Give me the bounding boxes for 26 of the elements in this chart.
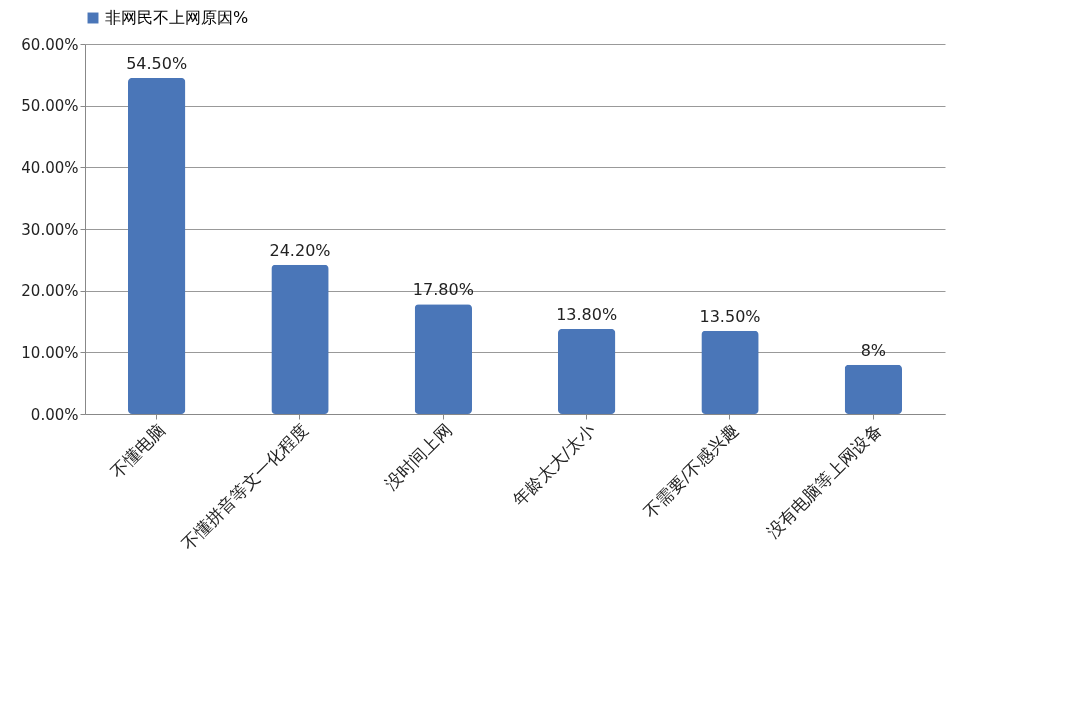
data-label: 13.80% xyxy=(556,304,618,324)
y-tick-label: 30.00% xyxy=(21,220,79,239)
y-tick-label: 40.00% xyxy=(21,158,79,177)
y-tick-label: 0.00% xyxy=(30,405,79,424)
bar xyxy=(414,304,472,414)
y-tick-label: 60.00% xyxy=(21,35,79,54)
bar xyxy=(558,328,616,414)
y-tick-label: 50.00% xyxy=(21,97,79,116)
bar xyxy=(271,264,329,414)
bar xyxy=(701,330,759,414)
x-tick-label: 不需要/不感兴趣 xyxy=(639,419,743,522)
data-label: 54.50% xyxy=(126,53,188,73)
y-tick-label: 20.00% xyxy=(21,282,79,301)
data-label: 13.50% xyxy=(699,306,761,326)
x-tick-label: 不懂拼音等文一化程度 xyxy=(177,419,313,554)
data-label: 24.20% xyxy=(269,240,331,260)
x-tick-label: 没时间上网 xyxy=(381,419,456,494)
legend-label: 非网民不上网原因% xyxy=(105,8,249,27)
x-tick-label: 不懂电脑 xyxy=(106,419,169,482)
x-tick-label: 年龄太大/太小 xyxy=(508,419,599,510)
data-label: 17.80% xyxy=(412,280,474,300)
bar xyxy=(128,77,186,414)
y-tick-label: 10.00% xyxy=(21,343,79,362)
bar xyxy=(844,364,902,414)
x-tick-label: 没有电脑等上网设备 xyxy=(763,419,886,542)
data-label: 8% xyxy=(860,340,887,360)
